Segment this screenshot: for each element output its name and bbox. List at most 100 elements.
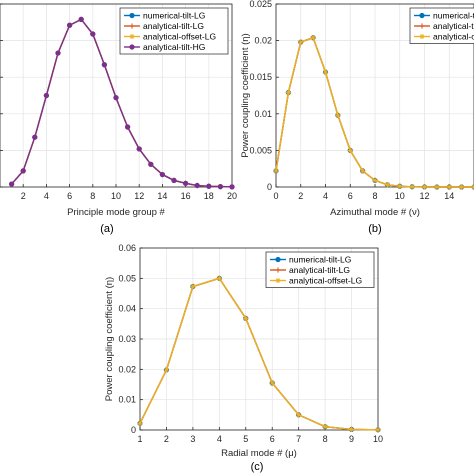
data-point	[349, 426, 355, 432]
data-point	[285, 90, 291, 96]
x-tick-label: 10	[111, 191, 121, 201]
x-tick-label: 8	[90, 191, 95, 201]
data-point	[384, 182, 390, 188]
legend-marker	[129, 34, 135, 39]
legend-marker	[419, 34, 425, 39]
data-point	[136, 146, 142, 152]
legend-entry: analytical-tilt-LG	[143, 21, 204, 31]
x-tick-label: 6	[67, 191, 72, 201]
series-analytical-offset-LG	[137, 275, 381, 433]
data-point	[347, 147, 353, 153]
y-tick-label: 0.06	[118, 243, 136, 253]
data-point	[229, 184, 235, 190]
data-point	[273, 168, 279, 174]
data-point	[90, 31, 96, 37]
x-tick-label: 4	[217, 434, 222, 444]
legend-marker	[419, 23, 425, 29]
data-point	[397, 183, 403, 189]
data-point	[422, 184, 427, 190]
data-point	[124, 124, 131, 130]
y-axis-label: Power coupling coefficient (η)	[104, 277, 115, 401]
legend-marker	[275, 278, 281, 283]
legend-entry: numerical-tilt-LG	[289, 255, 351, 265]
data-point	[43, 92, 50, 99]
x-tick-label: 20	[227, 191, 237, 201]
y-tick-label: 0.01	[254, 109, 272, 119]
legend: numerical-tilt-LGanalytical-tilt-LGanaly…	[409, 7, 474, 44]
x-tick-label: 3	[190, 434, 195, 444]
x-tick-label: 1	[137, 434, 142, 444]
data-point	[78, 16, 84, 22]
x-tick-label: 12	[134, 191, 144, 201]
subfigure-caption: (a)	[100, 223, 113, 235]
y-tick-label: 0.005	[249, 145, 272, 155]
data-point	[32, 134, 38, 140]
series-analytical-tilt-LG	[273, 35, 474, 190]
data-point	[101, 62, 107, 68]
data-point	[113, 95, 119, 101]
data-point	[183, 180, 189, 186]
data-point	[372, 177, 378, 183]
data-point	[194, 182, 200, 189]
data-point	[137, 420, 143, 426]
x-tick-label: 10	[395, 191, 405, 201]
y-tick-label: 0	[131, 425, 136, 435]
x-tick-label: 2	[21, 191, 26, 201]
x-tick-label: 8	[323, 434, 328, 444]
data-point	[375, 427, 381, 433]
data-point	[446, 184, 452, 190]
legend-marker	[275, 267, 281, 273]
data-point	[335, 112, 341, 118]
x-tick-label: 16	[181, 191, 191, 201]
series-line	[139, 277, 379, 431]
legend-marker	[275, 256, 281, 263]
legend-entry: analytical-offset-LG	[289, 276, 362, 286]
series-line	[139, 277, 379, 431]
data-point	[171, 177, 177, 184]
data-point	[298, 39, 304, 45]
data-point	[360, 168, 366, 174]
data-point	[66, 22, 73, 28]
x-tick-label: 0	[273, 191, 278, 201]
y-tick-label: 0	[267, 182, 272, 192]
y-tick-label: 0.04	[118, 304, 136, 314]
legend-entry: analytical-tilt-HG	[143, 42, 205, 52]
x-tick-label: 6	[270, 434, 275, 444]
x-tick-label: 10	[373, 434, 383, 444]
series-line	[139, 277, 379, 431]
data-point	[148, 161, 154, 167]
data-point	[322, 424, 328, 430]
legend-entry: analytical-offset-LG	[143, 32, 216, 42]
data-point	[459, 184, 465, 190]
y-tick-label: 0.025	[249, 0, 272, 9]
legend: numerical-tilt-LGanalytical-tilt-LGanaly…	[265, 251, 375, 288]
series-analytical-tilt-HG	[9, 16, 235, 190]
x-tick-label: 2	[298, 191, 303, 201]
data-point	[159, 171, 165, 178]
data-point	[269, 380, 275, 386]
y-tick-label: 0.015	[249, 72, 272, 82]
series-numerical-tilt-LG	[137, 275, 381, 433]
x-tick-label: 4	[44, 191, 49, 201]
y-tick-label: 0.05	[118, 273, 136, 283]
y-tick-label: 0.02	[254, 36, 272, 46]
chart-c: 1 2 3 4 5 6 7 8 9 10 0 0.01 0.02 0.03 0.04 0.05 0.06 Radi…	[104, 243, 383, 473]
x-axis-label: Radial mode # (μ)	[221, 448, 297, 459]
y-tick-label: 0.02	[118, 364, 136, 374]
data-point	[190, 284, 196, 290]
y-axis-label: Power coupling coefficient (η)	[240, 33, 251, 157]
data-point	[206, 183, 212, 189]
legend-marker	[129, 12, 135, 19]
legend-marker	[129, 23, 135, 29]
y-tick-label: 0.03	[118, 334, 136, 344]
data-point	[409, 184, 415, 190]
data-point	[55, 50, 61, 56]
data-point	[243, 315, 249, 321]
x-tick-label: 4	[323, 191, 328, 201]
x-axis-label: Azimuthal mode # (ν)	[330, 207, 420, 218]
legend-entry: analytical-tilt-LG	[289, 265, 350, 275]
series-analytical-offset-LG	[273, 35, 474, 190]
data-point	[9, 181, 15, 187]
data-point	[296, 412, 302, 418]
